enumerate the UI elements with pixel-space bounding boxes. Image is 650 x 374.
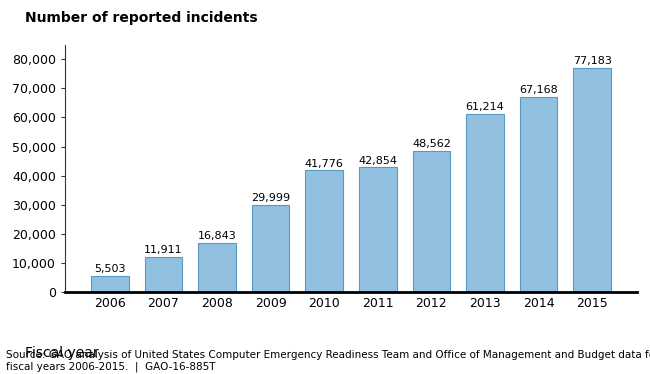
Text: 48,562: 48,562 bbox=[412, 139, 451, 149]
Bar bbox=[413, 151, 450, 292]
Text: 16,843: 16,843 bbox=[198, 231, 237, 241]
Text: 11,911: 11,911 bbox=[144, 245, 183, 255]
Bar bbox=[144, 257, 182, 292]
Text: 29,999: 29,999 bbox=[251, 193, 290, 203]
Bar bbox=[306, 171, 343, 292]
Text: 41,776: 41,776 bbox=[305, 159, 344, 169]
Text: Fiscal year: Fiscal year bbox=[25, 346, 99, 360]
Text: 77,183: 77,183 bbox=[573, 56, 612, 66]
Text: 5,503: 5,503 bbox=[94, 264, 125, 274]
Bar bbox=[252, 205, 289, 292]
Text: 61,214: 61,214 bbox=[465, 102, 504, 112]
Bar bbox=[359, 167, 396, 292]
Text: 67,168: 67,168 bbox=[519, 85, 558, 95]
Text: 42,854: 42,854 bbox=[358, 156, 397, 166]
Bar bbox=[466, 114, 504, 292]
Bar bbox=[198, 243, 236, 292]
Bar bbox=[520, 96, 558, 292]
Bar bbox=[573, 68, 611, 292]
Text: Source: GAO analysis of United States Computer Emergency Readiness Team and Offi: Source: GAO analysis of United States Co… bbox=[6, 350, 650, 372]
Bar bbox=[91, 276, 129, 292]
Text: Number of reported incidents: Number of reported incidents bbox=[25, 11, 257, 25]
